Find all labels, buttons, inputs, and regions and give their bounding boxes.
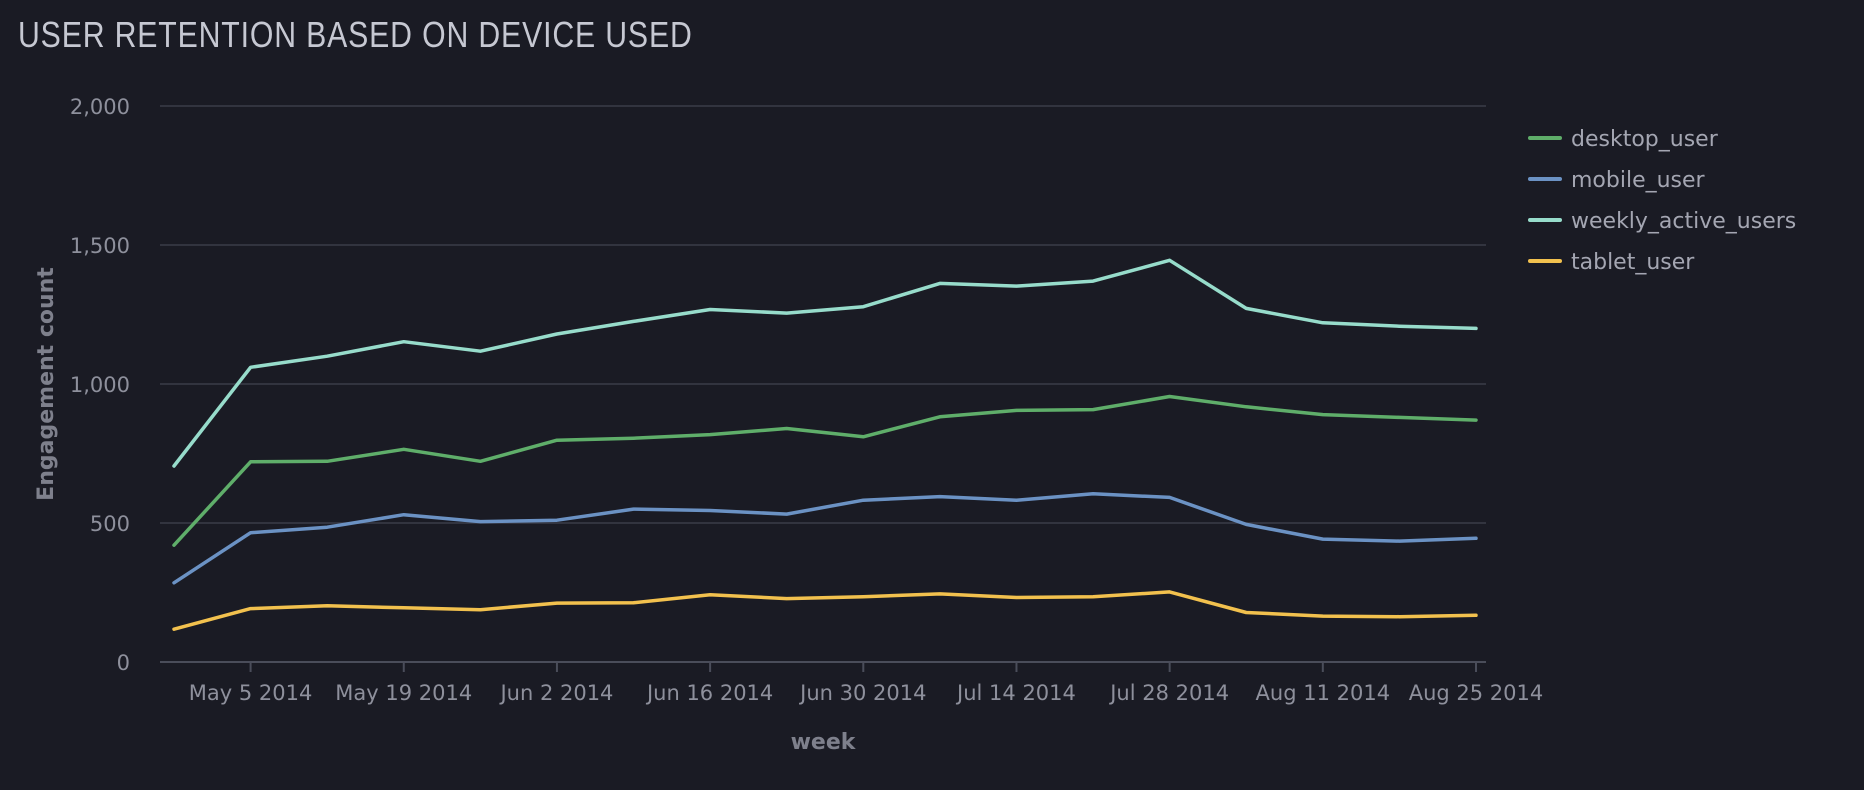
legend-label: weekly_active_users — [1571, 209, 1796, 234]
legend-label: tablet_user — [1571, 250, 1695, 275]
y-tick-label: 0 — [117, 651, 130, 675]
y-tick-label: 2,000 — [70, 95, 130, 119]
x-tick-label: May 19 2014 — [335, 681, 472, 705]
y-tick-label: 500 — [90, 512, 130, 536]
x-axis-title: week — [791, 730, 857, 755]
x-tick-label: Aug 11 2014 — [1256, 681, 1391, 705]
legend-label: desktop_user — [1571, 127, 1719, 152]
x-tick-label: May 5 2014 — [189, 681, 313, 705]
y-axis-title: Engagement count — [34, 267, 59, 501]
series-line-weekly-active-users — [172, 258, 1478, 468]
series-line-mobile-user — [172, 492, 1478, 585]
y-tick-label: 1,000 — [70, 373, 130, 397]
x-tick-label: Jun 2 2014 — [498, 681, 613, 705]
series-line-tablet-user — [172, 590, 1478, 631]
legend-label: mobile_user — [1571, 168, 1706, 193]
x-tick-label: Jul 28 2014 — [1108, 681, 1229, 705]
x-tick-label: Jul 14 2014 — [955, 681, 1076, 705]
chart-title: USER RETENTION BASED ON DEVICE USED — [18, 14, 693, 55]
series-line-desktop-user — [172, 394, 1478, 547]
x-tick-label: Jun 16 2014 — [645, 681, 773, 705]
x-tick-label: Jun 30 2014 — [798, 681, 926, 705]
x-tick-label: Aug 25 2014 — [1409, 681, 1544, 705]
y-tick-label: 1,500 — [70, 234, 130, 258]
